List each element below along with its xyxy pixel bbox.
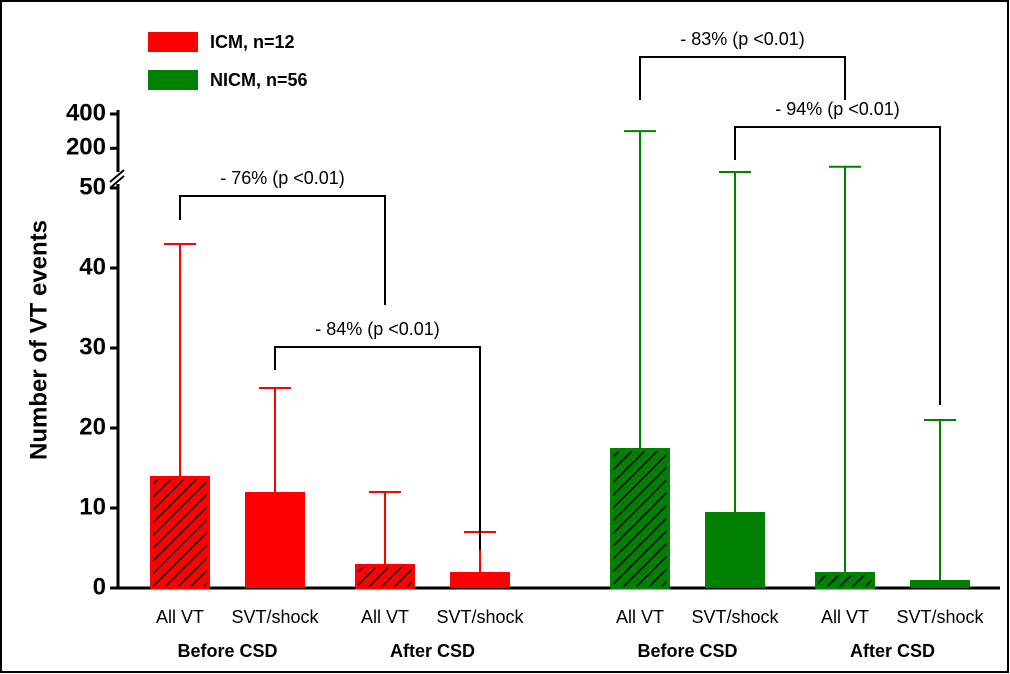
x-tick-label: All VT (361, 607, 409, 627)
y-tick-label: 20 (79, 413, 106, 440)
significance-bracket (734, 126, 941, 405)
significance-bracket (274, 346, 481, 550)
group-label: After CSD (850, 641, 935, 661)
y-tick-label: 400 (66, 99, 106, 126)
x-tick-label: All VT (616, 607, 664, 627)
x-tick-label: SVT/shock (691, 607, 779, 627)
x-tick-label: All VT (821, 607, 869, 627)
bar (910, 580, 970, 588)
y-tick-label: 0 (93, 573, 106, 600)
group-label: Before CSD (177, 641, 277, 661)
annotation: - 84% (p <0.01) (315, 319, 440, 339)
group-label: After CSD (390, 641, 475, 661)
y-tick-label: 50 (79, 173, 106, 200)
bar (705, 512, 765, 588)
legend-label: NICM, n=56 (210, 70, 308, 90)
y-tick-label: 40 (79, 253, 106, 280)
x-tick-label: SVT/shock (231, 607, 319, 627)
legend-label: ICM, n=12 (210, 32, 295, 52)
group-label: Before CSD (637, 641, 737, 661)
y-tick-label: 10 (79, 493, 106, 520)
bar-hatch (610, 448, 670, 590)
annotation: - 83% (p <0.01) (680, 29, 805, 49)
legend-swatch (148, 70, 198, 90)
bar (245, 492, 305, 588)
significance-bracket (179, 195, 386, 305)
annotation: - 94% (p <0.01) (775, 99, 900, 119)
axis-break (109, 175, 125, 189)
bar-hatch (815, 572, 875, 590)
annotation: - 76% (p <0.01) (220, 168, 345, 188)
y-axis-title: Number of VT events (25, 220, 52, 460)
x-tick-label: SVT/shock (436, 607, 524, 627)
bar-hatch (150, 476, 210, 590)
x-tick-label: All VT (156, 607, 204, 627)
y-tick-label: 200 (66, 134, 106, 161)
bar-hatch (355, 564, 415, 590)
axis-break (109, 169, 125, 183)
y-tick-label: 30 (79, 333, 106, 360)
significance-bracket (639, 56, 846, 100)
legend-swatch (148, 32, 198, 52)
bar (450, 572, 510, 588)
x-tick-label: SVT/shock (896, 607, 984, 627)
